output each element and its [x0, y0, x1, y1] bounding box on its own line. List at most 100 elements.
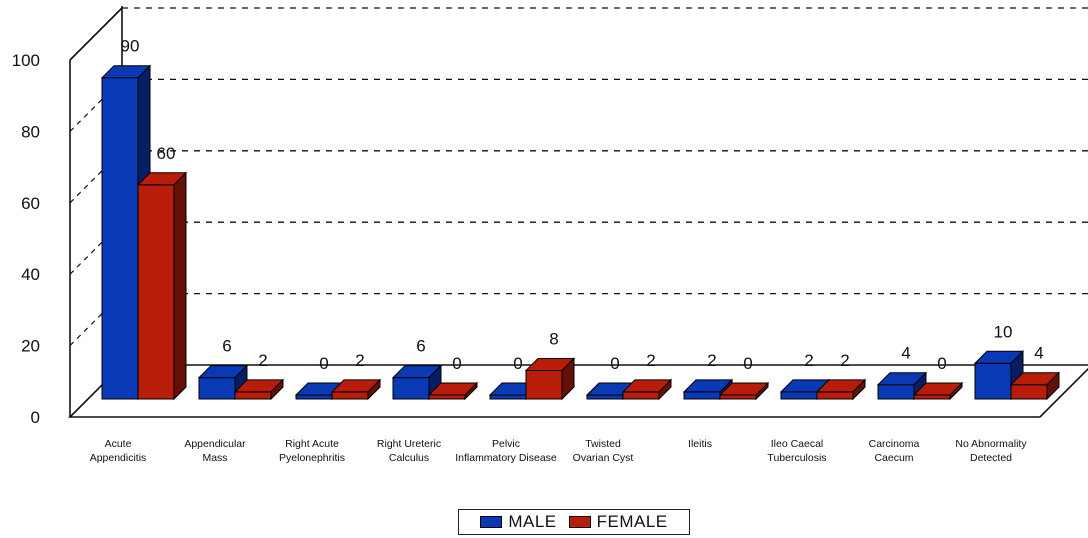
bar-front: [780, 391, 818, 400]
data-label-female-1: 2: [258, 351, 267, 370]
bar-side: [561, 357, 575, 401]
data-label-male-0: 90: [121, 37, 140, 56]
data-label-male-4: 0: [513, 354, 522, 373]
x-category-label: Acute Appendicitis: [90, 438, 147, 464]
bar-front: [198, 377, 236, 400]
legend-item-male: MALE: [480, 512, 556, 532]
x-category-label: Pelvic Inflammatory Disease: [455, 438, 557, 464]
x-category-label-line: Ovarian Cyst: [573, 452, 634, 464]
bar-side: [367, 378, 381, 401]
y-tick-label: 0: [31, 408, 40, 427]
bar-front: [1010, 384, 1048, 400]
y-tick-label: 60: [21, 194, 40, 213]
legend-label-male: MALE: [508, 512, 557, 531]
bar-front: [428, 394, 466, 400]
x-category-label-line: Pelvic: [492, 438, 520, 450]
bar-front: [234, 391, 272, 400]
x-category-label-line: Acute: [105, 438, 132, 450]
x-category-label: Twisted Ovarian Cyst: [573, 438, 634, 464]
x-category-label: Right Ureteric Calculus: [377, 438, 441, 464]
bar-side: [852, 378, 866, 401]
gridline-side-100: [69, 7, 123, 61]
bar-female-4: [524, 357, 576, 401]
x-category-label-line: Twisted: [585, 438, 621, 450]
bar-female-7: [815, 378, 867, 401]
bar-side: [658, 378, 672, 401]
legend-item-female: FEMALE: [568, 512, 668, 532]
data-label-female-4: 8: [549, 329, 558, 348]
bars: [100, 64, 1061, 401]
bar-front: [913, 394, 951, 400]
x-category-label-line: Ileitis: [688, 438, 712, 450]
bar-side: [270, 378, 284, 401]
gridlines: [69, 7, 1088, 347]
bar-female-9: [1009, 371, 1061, 401]
bar-female-6: [718, 381, 770, 401]
legend-swatch-female: [568, 516, 591, 528]
data-label-female-2: 2: [355, 351, 364, 370]
data-label-male-7: 2: [804, 351, 813, 370]
x-category-label-line: Tuberculosis: [767, 452, 826, 464]
data-label-female-0: 60: [157, 144, 176, 163]
x-category-label-line: Caecum: [874, 452, 913, 464]
bar-female-2: [330, 378, 382, 401]
legend: MALE FEMALE: [458, 509, 690, 535]
legend-swatch-male: [480, 516, 503, 528]
y-tick-label: 80: [21, 122, 40, 141]
bar-male-3: [391, 364, 443, 401]
x-category-label-line: Mass: [202, 452, 227, 464]
bar-side: [464, 381, 478, 401]
x-category-label: Ileo Caecal Tuberculosis: [767, 438, 826, 464]
x-category-label-line: Pyelonephritis: [279, 452, 345, 464]
legend-label-female: FEMALE: [596, 512, 668, 531]
x-category-label: Carcinoma Caecum: [869, 438, 920, 464]
bar-side: [949, 381, 963, 401]
data-label-male-9: 10: [994, 322, 1013, 341]
bar-front: [719, 394, 757, 400]
bar-female-0: [136, 171, 188, 401]
bar-front: [137, 184, 175, 400]
bar-female-8: [912, 381, 964, 401]
x-category-label-line: Appendicitis: [90, 452, 147, 464]
bar-front: [974, 362, 1012, 400]
data-label-female-5: 2: [646, 351, 655, 370]
y-axis-ticks: 0 20 40 60 80 100: [12, 51, 40, 427]
bar-front: [877, 384, 915, 400]
bar-front: [101, 77, 139, 400]
x-category-label-line: Ileo Caecal: [771, 438, 824, 450]
x-axis-labels: Acute Appendicitis Appendicular Mass Right A…: [90, 438, 1028, 464]
data-label-male-8: 4: [901, 344, 910, 363]
x-category-label-line: Inflammatory Disease: [455, 452, 557, 464]
x-category-label: Right Acute Pyelonephritis: [279, 438, 345, 464]
data-label-male-1: 6: [222, 337, 231, 356]
x-category-label-line: Appendicular: [184, 438, 246, 450]
bar-front: [489, 394, 527, 400]
data-label-female-7: 2: [840, 351, 849, 370]
data-label-female-6: 0: [743, 354, 752, 373]
x-category-label-line: Right Ureteric: [377, 438, 441, 450]
bar-front: [622, 391, 660, 400]
bar-front: [586, 394, 624, 400]
data-label-female-8: 0: [937, 354, 946, 373]
bar-front: [816, 391, 854, 400]
bar-front: [331, 391, 369, 400]
data-label-female-9: 4: [1034, 344, 1043, 363]
bar-side: [173, 171, 187, 401]
data-label-male-3: 6: [416, 337, 425, 356]
y-tick-label: 20: [21, 337, 40, 356]
bar-front: [683, 391, 721, 400]
bar-side: [755, 381, 769, 401]
data-label-male-2: 0: [319, 354, 328, 373]
x-category-label: No Abnormality Detected: [955, 438, 1027, 464]
x-category-label: Appendicular Mass: [184, 438, 246, 464]
data-label-male-6: 2: [707, 351, 716, 370]
bar-front: [295, 394, 333, 400]
x-category-label-line: Carcinoma: [869, 438, 920, 450]
bar-side: [1046, 371, 1060, 401]
y-tick-label: 100: [12, 51, 40, 70]
y-tick-label: 40: [21, 265, 40, 284]
data-label-male-5: 0: [610, 354, 619, 373]
x-category-label-line: Right Acute: [285, 438, 339, 450]
